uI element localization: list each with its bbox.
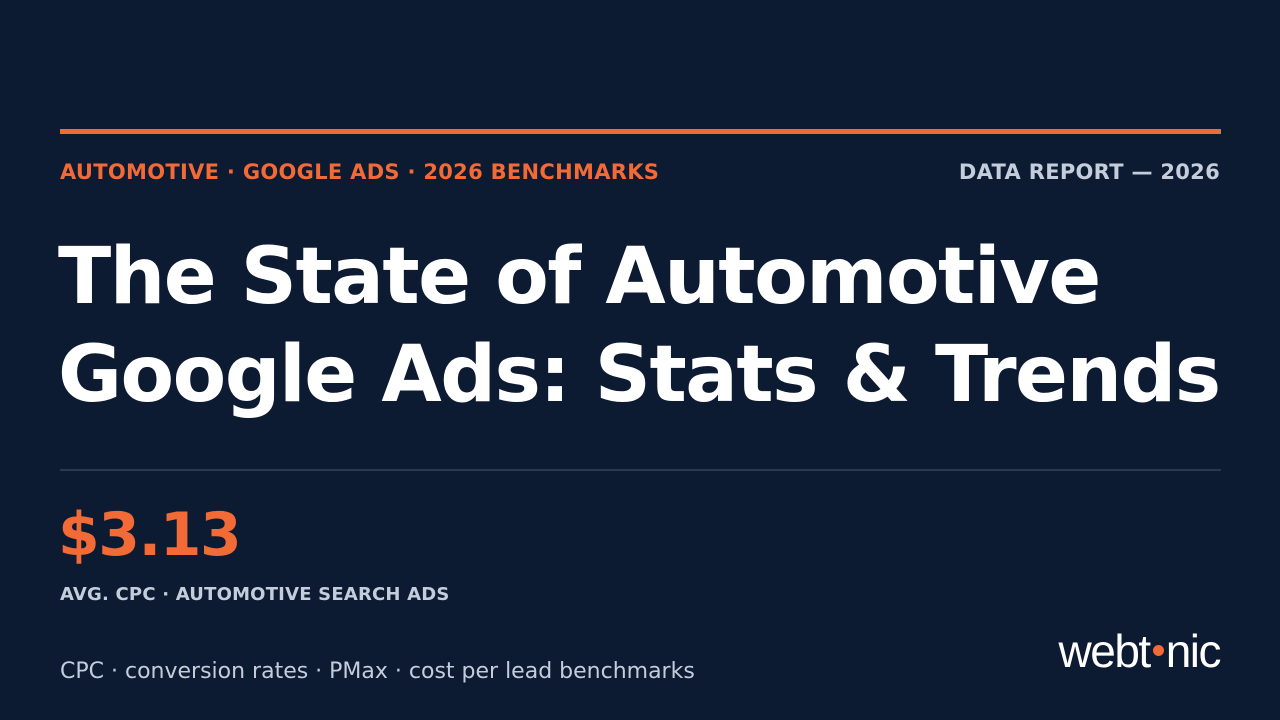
section-divider xyxy=(60,469,1221,471)
logo-text-start: webt xyxy=(1058,625,1152,677)
logo-dot-icon xyxy=(1152,645,1164,656)
title-line-1: The State of Automotive xyxy=(58,232,1101,322)
accent-divider xyxy=(60,129,1221,134)
footer-topics: CPC · conversion rates · PMax · cost per… xyxy=(60,659,695,684)
title-line-2: Google Ads: Stats & Trends xyxy=(58,330,1221,420)
report-tag: DATA REPORT — 2026 xyxy=(958,160,1220,184)
category-eyebrow: AUTOMOTIVE · GOOGLE ADS · 2026 BENCHMARK… xyxy=(60,160,660,184)
stat-value: $3.13 xyxy=(58,500,242,570)
stat-label: AVG. CPC · AUTOMOTIVE SEARCH ADS xyxy=(60,584,450,605)
page-title: The State of Automotive Google Ads: Stat… xyxy=(58,228,1228,424)
webtonic-logo: webt nic xyxy=(1059,624,1222,677)
logo-text-end: nic xyxy=(1165,625,1222,677)
